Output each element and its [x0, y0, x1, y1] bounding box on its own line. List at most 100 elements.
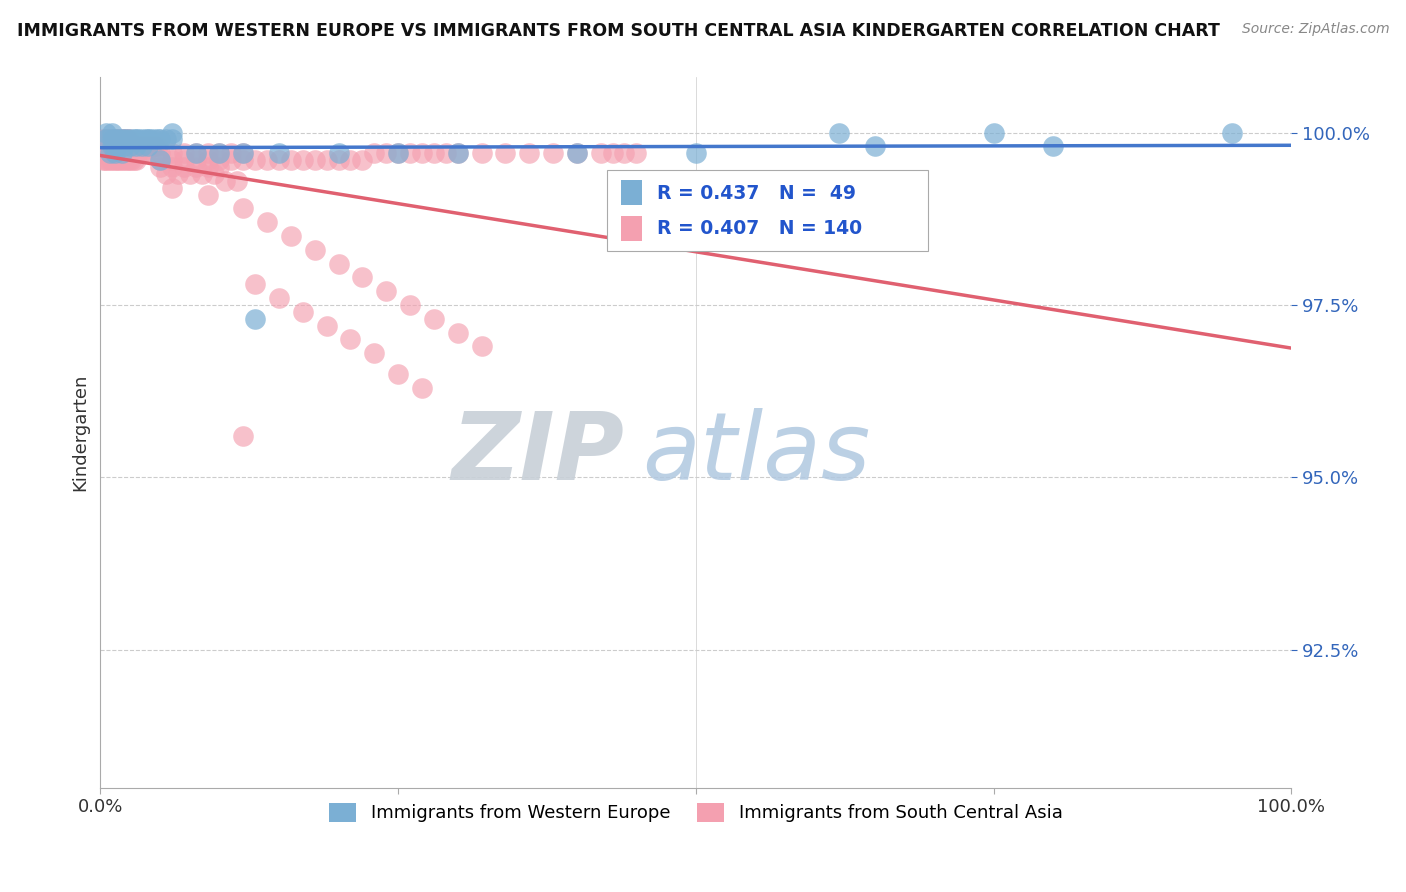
- Point: [232, 429, 254, 443]
- Point: [221, 146, 243, 161]
- Point: [132, 146, 155, 161]
- Point: [94, 146, 117, 161]
- Point: [363, 146, 385, 161]
- Point: [108, 132, 131, 146]
- Point: [112, 132, 135, 146]
- Point: [146, 139, 169, 153]
- Point: [142, 139, 165, 153]
- Point: [120, 132, 142, 146]
- Point: [98, 153, 121, 168]
- Point: [127, 146, 149, 161]
- Point: [291, 305, 314, 319]
- Point: [626, 146, 648, 161]
- Point: [127, 139, 149, 153]
- Point: [135, 132, 157, 146]
- Point: [125, 153, 148, 168]
- Point: [94, 132, 117, 146]
- Point: [339, 333, 361, 347]
- Point: [115, 132, 138, 146]
- Point: [143, 139, 166, 153]
- Point: [197, 160, 219, 174]
- Point: [111, 153, 134, 168]
- Point: [291, 153, 314, 168]
- FancyBboxPatch shape: [606, 169, 928, 252]
- Point: [129, 139, 152, 153]
- Point: [184, 160, 207, 174]
- Point: [101, 139, 124, 153]
- Point: [470, 146, 492, 161]
- Point: [197, 187, 219, 202]
- Point: [256, 153, 278, 168]
- Point: [149, 153, 172, 168]
- Point: [98, 146, 121, 161]
- Point: [173, 146, 195, 161]
- Point: [423, 311, 446, 326]
- Point: [352, 270, 374, 285]
- Point: [245, 277, 267, 292]
- Point: [387, 146, 409, 161]
- Point: [256, 215, 278, 229]
- Point: [111, 139, 134, 153]
- Point: [98, 146, 121, 161]
- Point: [828, 126, 851, 140]
- Point: [179, 167, 201, 181]
- Point: [118, 132, 141, 146]
- Point: [149, 132, 172, 146]
- Point: [208, 160, 231, 174]
- Legend: Immigrants from Western Europe, Immigrants from South Central Asia: Immigrants from Western Europe, Immigran…: [322, 796, 1070, 830]
- Point: [146, 132, 169, 146]
- Point: [125, 146, 148, 161]
- Point: [108, 146, 131, 161]
- Y-axis label: Kindergarten: Kindergarten: [72, 374, 89, 491]
- Point: [105, 153, 128, 168]
- Point: [304, 243, 326, 257]
- Point: [118, 139, 141, 153]
- Point: [245, 311, 267, 326]
- Point: [602, 146, 624, 161]
- Point: [197, 153, 219, 168]
- Point: [91, 146, 114, 161]
- Point: [375, 146, 398, 161]
- Point: [139, 139, 162, 153]
- Point: [160, 180, 183, 194]
- Point: [328, 153, 350, 168]
- Point: [197, 146, 219, 161]
- Point: [184, 146, 207, 161]
- Point: [423, 146, 446, 161]
- Point: [111, 132, 134, 146]
- Text: Source: ZipAtlas.com: Source: ZipAtlas.com: [1241, 22, 1389, 37]
- Point: [135, 139, 157, 153]
- Point: [267, 291, 290, 305]
- Point: [108, 153, 131, 168]
- Point: [111, 146, 134, 161]
- Text: IMMIGRANTS FROM WESTERN EUROPE VS IMMIGRANTS FROM SOUTH CENTRAL ASIA KINDERGARTE: IMMIGRANTS FROM WESTERN EUROPE VS IMMIGR…: [17, 22, 1220, 40]
- Point: [115, 146, 138, 161]
- Point: [339, 153, 361, 168]
- Point: [245, 153, 267, 168]
- Point: [160, 153, 183, 168]
- Point: [226, 174, 249, 188]
- Point: [115, 132, 138, 146]
- Point: [447, 146, 470, 161]
- Text: R = 0.407   N = 140: R = 0.407 N = 140: [657, 219, 862, 238]
- Point: [173, 160, 195, 174]
- Point: [136, 139, 159, 153]
- Point: [315, 318, 337, 333]
- Point: [112, 153, 135, 168]
- Point: [101, 153, 124, 168]
- Point: [232, 202, 254, 216]
- Point: [983, 126, 1005, 140]
- Point: [118, 153, 141, 168]
- Point: [328, 256, 350, 270]
- Point: [863, 139, 886, 153]
- Point: [129, 146, 152, 161]
- Point: [155, 132, 177, 146]
- Point: [267, 153, 290, 168]
- Point: [125, 139, 148, 153]
- Point: [96, 153, 118, 168]
- Point: [411, 146, 433, 161]
- Point: [221, 153, 243, 168]
- Point: [96, 132, 118, 146]
- Point: [112, 139, 135, 153]
- Point: [96, 146, 118, 161]
